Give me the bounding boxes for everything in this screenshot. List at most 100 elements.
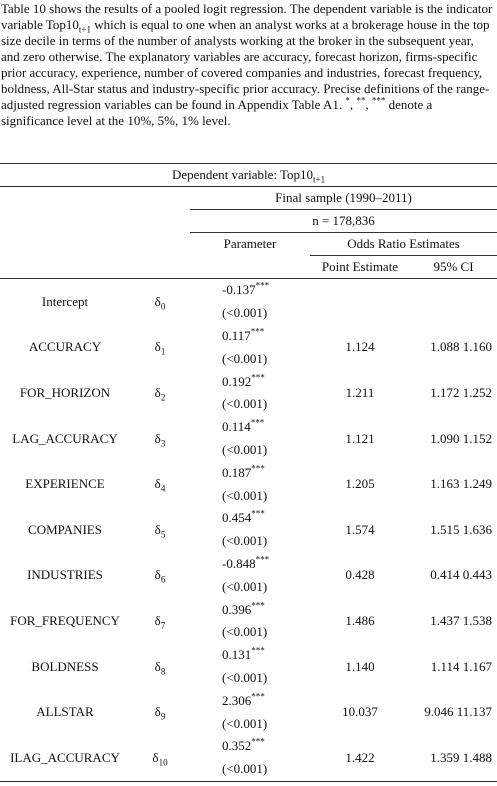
- row-p: (<0.001): [0, 393, 497, 416]
- symbol-char: δ: [154, 430, 161, 446]
- symbol: δ9: [130, 689, 190, 735]
- ci-header: 95% CI: [410, 255, 497, 279]
- symbol-char: δ: [154, 521, 161, 537]
- point-value: 1.211: [345, 384, 375, 400]
- point-value: 1.422: [345, 749, 375, 765]
- coef-stars: ***: [255, 281, 270, 292]
- symbol-char: δ: [154, 612, 161, 628]
- coefficient: 0.352***: [190, 735, 310, 758]
- variable-name: Intercept: [41, 293, 89, 309]
- coefficient: 0.117***: [190, 325, 310, 348]
- ci-high: 11.137: [456, 704, 493, 720]
- ci-low: 1.359: [430, 749, 460, 765]
- coefficient: 0.454***: [190, 507, 310, 530]
- coefficient: 0.187***: [190, 461, 310, 484]
- results-table: Dependent variable: Top10t+1 Final sampl…: [0, 163, 497, 782]
- row: Intercept δ0 -0.137***: [0, 279, 497, 311]
- row-p: (<0.001): [0, 347, 497, 370]
- row: INDUSTRIES δ6 -0.848*** 0.428 0.414 0.443: [0, 553, 497, 584]
- symbol-sub: 2: [160, 392, 166, 403]
- coef-value: 0.117: [222, 327, 251, 343]
- point-estimate: 1.486: [310, 598, 410, 644]
- p-value: (<0.001): [222, 578, 268, 594]
- coef-value: -0.848: [222, 555, 256, 571]
- coef-stars: ***: [251, 691, 265, 702]
- caption-text: ,: [365, 97, 372, 112]
- point-value: 10.037: [342, 704, 378, 720]
- symbol: δ4: [130, 461, 190, 507]
- ci: 1.515 1.636: [410, 507, 497, 553]
- coefficient: 0.192***: [190, 370, 310, 393]
- point-value: 1.121: [345, 430, 375, 446]
- point-value: 1.574: [345, 521, 375, 537]
- ci-low: 1.090: [430, 430, 460, 446]
- caption-text: ,: [349, 97, 357, 112]
- point-estimate: 1.422: [310, 734, 410, 782]
- symbol-char: δ: [154, 293, 161, 309]
- caption-sup: *: [345, 95, 350, 106]
- row: EXPERIENCE δ4 0.187*** 1.205 1.163 1.249: [0, 461, 497, 493]
- point-estimate: 10.037: [310, 689, 410, 735]
- p-value: (<0.001): [222, 624, 268, 640]
- variable-name: LAG_ACCURACY: [12, 430, 118, 446]
- symbol: δ5: [130, 507, 190, 553]
- ci: 9.046 11.137: [410, 689, 497, 735]
- p-value: (<0.001): [222, 487, 268, 503]
- coef-value: 0.131: [222, 647, 252, 663]
- row: ILAG_ACCURACY δ10 0.352*** 1.422 1.359 1.488: [0, 734, 497, 782]
- symbol-char: δ: [152, 749, 159, 765]
- p-value: (<0.001): [222, 350, 268, 366]
- symbol-sub: 6: [160, 574, 166, 585]
- point-estimate: 1.211: [310, 370, 410, 416]
- ci: 1.437 1.538: [410, 598, 497, 644]
- point-estimate: 1.574: [310, 507, 410, 553]
- point-value: 1.124: [345, 339, 375, 355]
- symbol-char: δ: [154, 339, 161, 355]
- symbol-char: δ: [154, 704, 161, 720]
- ci-high: 0.443: [462, 567, 493, 583]
- variable-name: ILAG_ACCURACY: [0, 734, 130, 782]
- caption-text: Table 10 shows the results of a pooled l…: [1, 1, 493, 32]
- ci: 1.163 1.249: [410, 461, 497, 507]
- ci-low: 1.437: [430, 612, 460, 628]
- coef-stars: ***: [251, 737, 265, 747]
- symbol-sub: 3: [160, 438, 166, 449]
- symbol-sub: 1: [160, 346, 166, 357]
- variable-name: FOR_HORIZON: [19, 384, 111, 400]
- coef-stars: ***: [251, 645, 265, 656]
- coef-value: 0.352: [222, 738, 252, 754]
- p-value: (<0.001): [222, 715, 268, 731]
- coefficient: 0.396***: [190, 598, 310, 621]
- coefficient: 2.306***: [190, 689, 310, 712]
- symbol: δ7: [130, 598, 190, 644]
- variable-name: ACCURACY: [28, 339, 102, 355]
- ci-high: 1.249: [462, 476, 493, 492]
- ci-low: 1.163: [430, 476, 460, 492]
- variable-name: INDUSTRIES: [27, 567, 103, 583]
- symbol: δ2: [130, 370, 190, 416]
- point-estimate: 1.124: [310, 325, 410, 371]
- caption-sup: ***: [371, 95, 386, 106]
- row: LAG_ACCURACY δ3 0.114*** 1.121 1.090 1.152: [0, 416, 497, 447]
- variable-name: COMPANIES: [28, 521, 102, 537]
- point-estimate: 0.428: [310, 553, 410, 599]
- point-estimate: 1.121: [310, 416, 410, 462]
- point-value: 1.140: [345, 658, 375, 674]
- point-value: 0.428: [345, 567, 375, 583]
- point-estimate: 1.205: [310, 461, 410, 507]
- row: COMPANIES δ5 0.454*** 1.574 1.515 1.636: [0, 507, 497, 539]
- symbol-char: δ: [154, 658, 161, 674]
- ci-high: 1.636: [462, 521, 493, 537]
- row-p: (<0.001): [0, 712, 497, 735]
- coef-value: 0.114: [222, 419, 251, 435]
- ci-low: 1.088: [430, 339, 460, 355]
- coef-value: 2.306: [222, 692, 252, 708]
- coef-value: -0.137: [222, 282, 256, 298]
- symbol: δ1: [130, 325, 190, 371]
- p-value: (<0.001): [222, 533, 268, 549]
- odds-header: Odds Ratio Estimates: [310, 232, 497, 256]
- variable-name: BOLDNESS: [31, 658, 99, 674]
- row: ALLSTAR δ9 2.306*** 10.037 9.046 11.137: [0, 689, 497, 721]
- row-p: (<0.001): [0, 530, 497, 553]
